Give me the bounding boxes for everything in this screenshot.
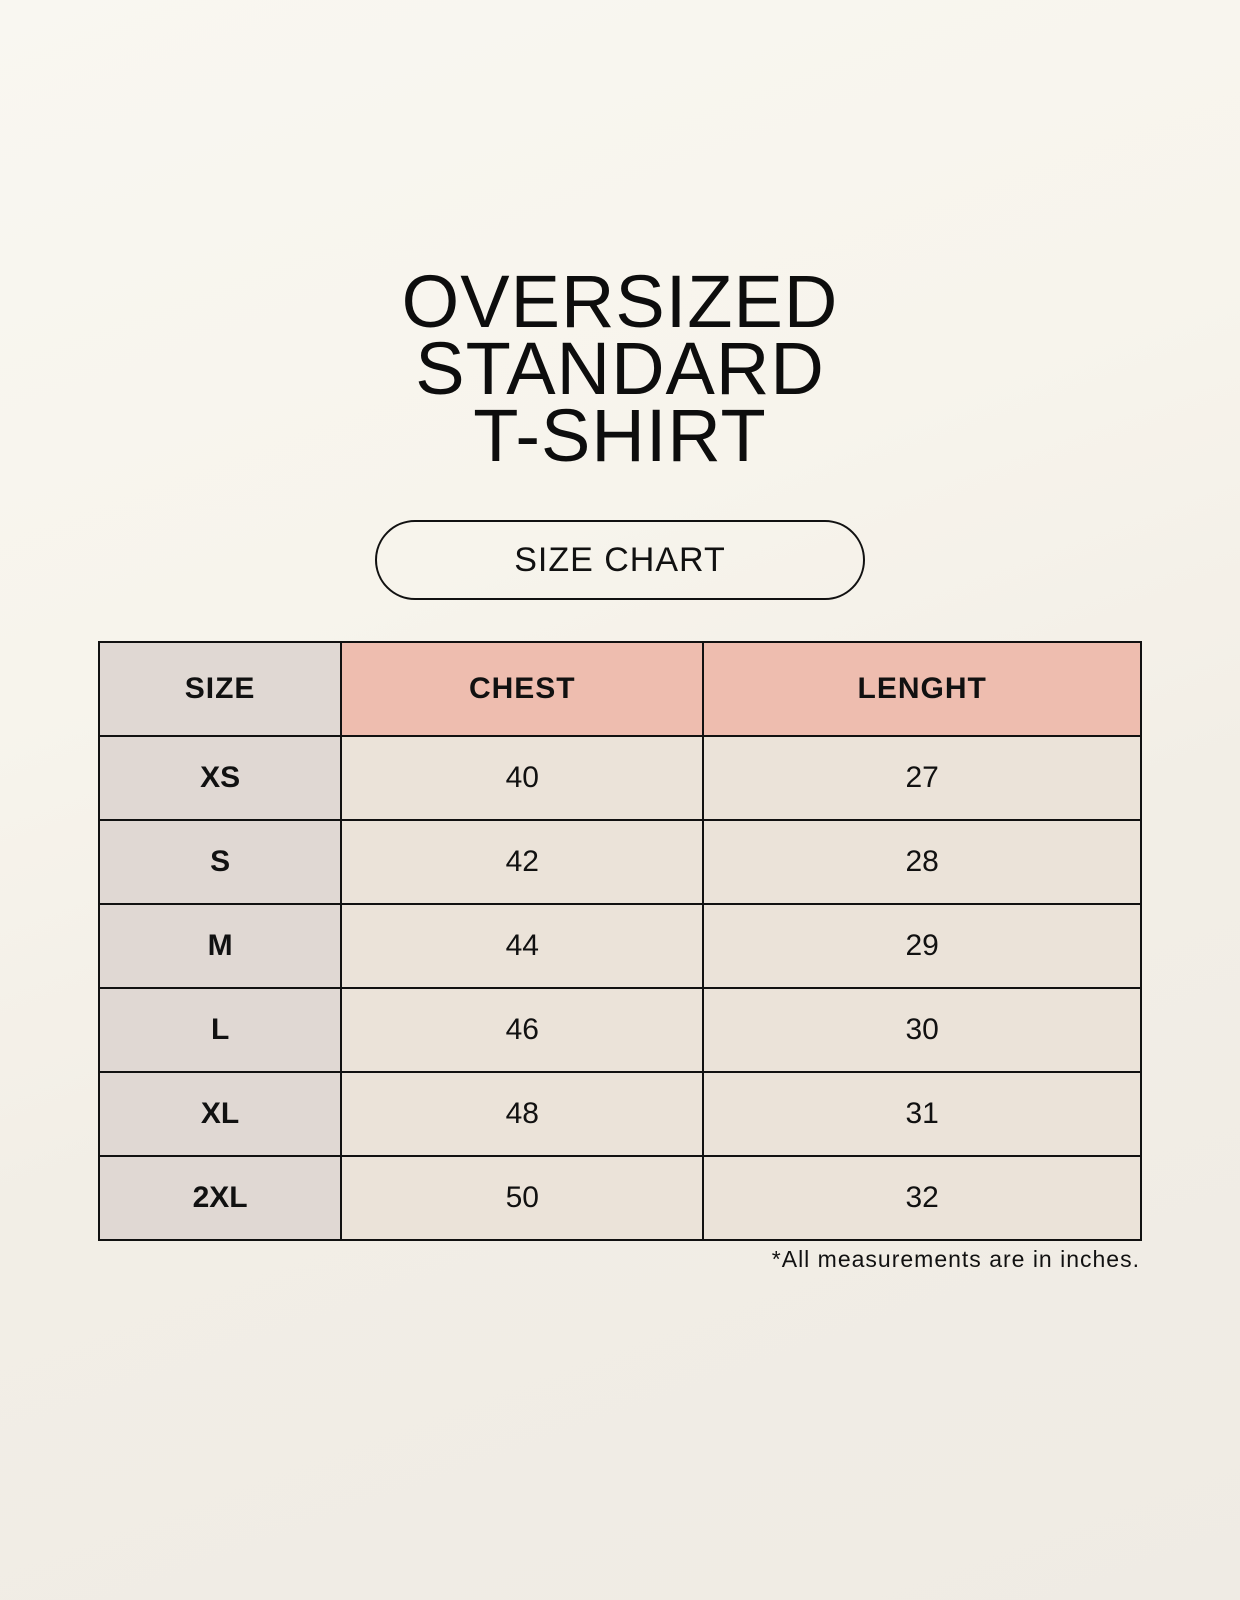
chest-cell: 42 bbox=[340, 819, 705, 905]
page-title: OVERSIZED STANDARD T-SHIRT bbox=[0, 260, 1240, 477]
length-cell: 29 bbox=[702, 903, 1142, 989]
chest-cell: 48 bbox=[340, 1071, 705, 1157]
length-cell: 31 bbox=[702, 1071, 1142, 1157]
size-table: SIZE CHEST LENGHT XS 40 27 S 42 28 M 44 29 L 46 30 X… bbox=[97, 641, 1142, 1241]
chest-cell: 44 bbox=[340, 903, 705, 989]
table-row: 2XL 50 32 bbox=[97, 1155, 1142, 1241]
header-length: LENGHT bbox=[702, 641, 1142, 737]
table-row: S 42 28 bbox=[97, 819, 1142, 905]
size-cell: XL bbox=[97, 1071, 343, 1157]
table-row: XS 40 27 bbox=[97, 735, 1142, 821]
size-cell: S bbox=[97, 819, 343, 905]
size-cell: XS bbox=[97, 735, 343, 821]
chest-cell: 46 bbox=[340, 987, 705, 1073]
title-line: OVERSIZED bbox=[401, 260, 839, 343]
length-cell: 28 bbox=[702, 819, 1142, 905]
length-cell: 27 bbox=[702, 735, 1142, 821]
footnote: *All measurements are in inches. bbox=[771, 1246, 1140, 1272]
size-cell: L bbox=[97, 987, 343, 1073]
chest-cell: 50 bbox=[340, 1155, 705, 1241]
length-cell: 32 bbox=[702, 1155, 1142, 1241]
table-row: M 44 29 bbox=[97, 903, 1142, 989]
title-line: STANDARD bbox=[415, 327, 825, 410]
size-cell: 2XL bbox=[97, 1155, 343, 1241]
chest-cell: 40 bbox=[340, 735, 705, 821]
header-size: SIZE bbox=[97, 641, 343, 737]
table-row: L 46 30 bbox=[97, 987, 1142, 1073]
table-row: XL 48 31 bbox=[97, 1071, 1142, 1157]
size-cell: M bbox=[97, 903, 343, 989]
table-header-row: SIZE CHEST LENGHT bbox=[97, 641, 1142, 737]
header-chest: CHEST bbox=[340, 641, 705, 737]
size-chart-label: SIZE CHART bbox=[375, 520, 865, 600]
title-line: T-SHIRT bbox=[473, 394, 767, 477]
length-cell: 30 bbox=[702, 987, 1142, 1073]
